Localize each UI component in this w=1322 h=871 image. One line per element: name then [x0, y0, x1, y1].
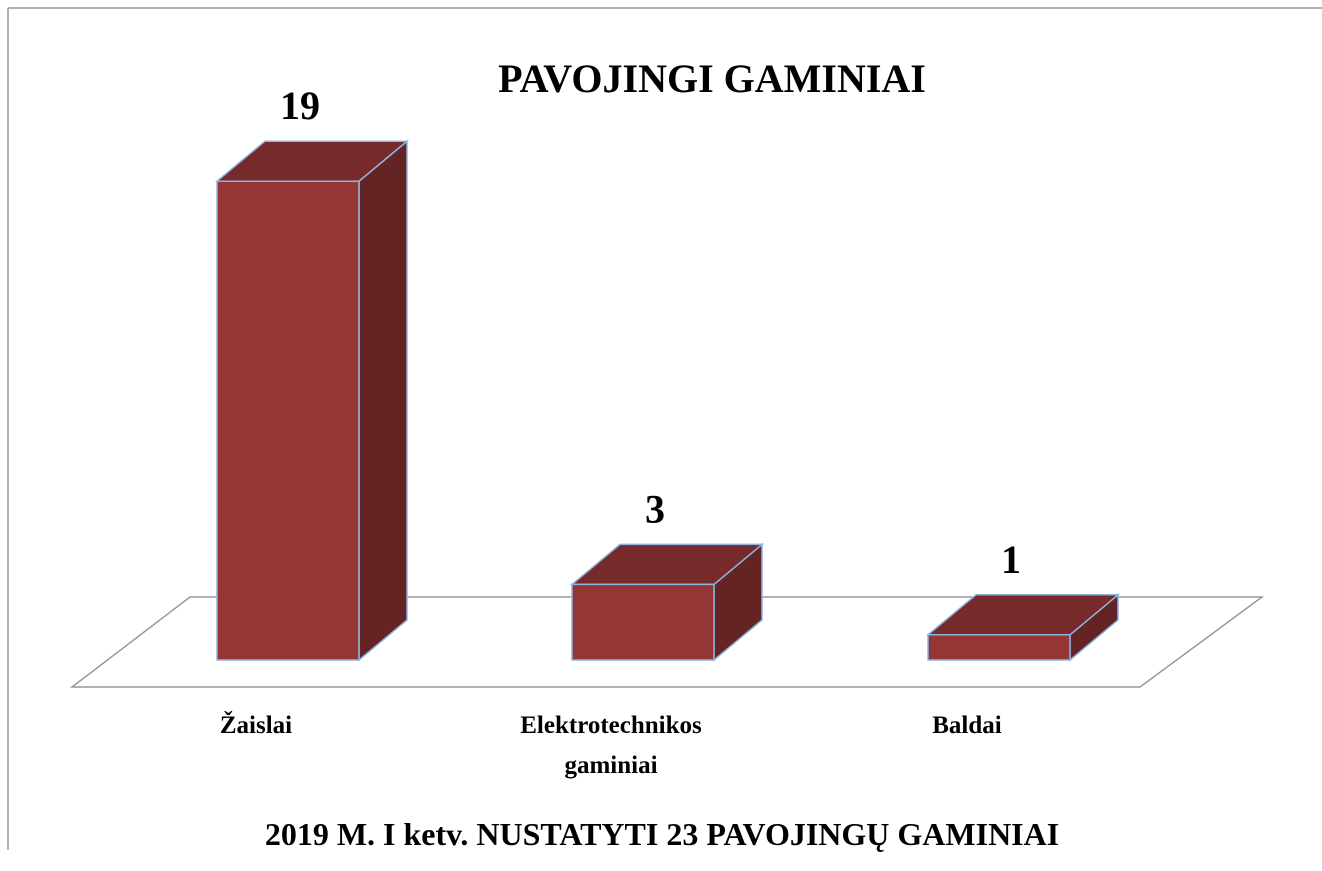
bar-front — [216, 180, 360, 661]
x-tick-label: Žaislai — [219, 712, 293, 739]
bar — [569, 542, 765, 662]
value-label: 3 — [645, 486, 665, 531]
x-tick-label: Elektrotechnikos gaminiai — [520, 712, 702, 779]
value-label: 19 — [280, 83, 320, 128]
bar-front — [571, 583, 715, 661]
floor — [69, 596, 1265, 688]
x-tick-label: Baldai — [932, 712, 1002, 739]
chart-title: PAVOJINGI GAMINIAI — [498, 56, 926, 101]
value-label: 1 — [1001, 537, 1021, 582]
bar-side — [358, 139, 408, 662]
bar — [925, 593, 1121, 662]
bar — [214, 139, 410, 662]
chart-subtitle: 2019 M. I ketv. NUSTATYTI 23 PAVOJINGŲ G… — [265, 816, 1059, 852]
bar-front — [927, 634, 1071, 661]
